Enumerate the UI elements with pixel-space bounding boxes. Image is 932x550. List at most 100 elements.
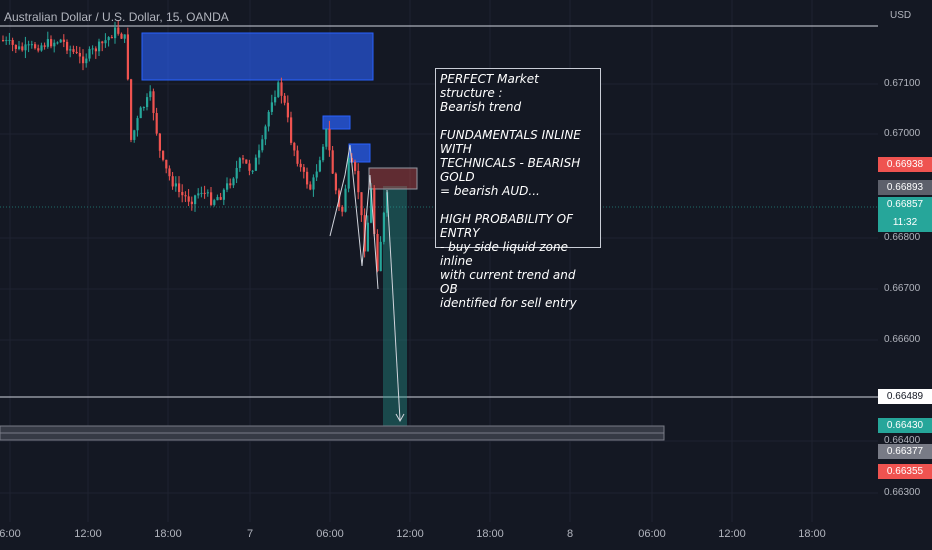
candle-body: [174, 183, 177, 187]
candle-body: [126, 34, 129, 80]
candle-body: [261, 139, 264, 151]
candle-body: [130, 79, 133, 140]
candle-body: [302, 167, 305, 172]
candle-body: [315, 171, 318, 178]
time-label: 8: [566, 528, 574, 540]
candle-body: [24, 44, 27, 51]
price-axis[interactable]: [878, 0, 932, 522]
order-block-small-1[interactable]: [322, 115, 351, 130]
price-label: 0.66300: [884, 487, 921, 498]
candle-body: [296, 150, 299, 164]
candle-body: [72, 49, 75, 52]
annotation-line: = bearish AUD...: [440, 184, 540, 198]
liquidity-zone-1[interactable]: [0, 425, 665, 434]
candle-body: [18, 46, 21, 49]
candle-body: [139, 107, 142, 119]
candle-body: [136, 118, 139, 131]
candle-body: [213, 200, 216, 205]
candle-body: [53, 42, 56, 47]
candle-body: [11, 39, 14, 45]
candle-body: [181, 191, 184, 196]
candle-body: [366, 222, 369, 252]
candles: [2, 20, 389, 273]
candle-body: [226, 183, 229, 190]
candle-body: [210, 192, 213, 205]
price-label: 0.67000: [884, 128, 921, 139]
candle-body: [197, 193, 200, 196]
candle-body: [94, 48, 97, 52]
price-tag-gray-2: 0.66377: [878, 444, 932, 459]
target-zone[interactable]: [383, 186, 407, 426]
order-block-large[interactable]: [141, 32, 374, 81]
candle-body: [178, 183, 181, 192]
candle-body: [347, 158, 350, 189]
price-label: 0.66700: [884, 283, 921, 294]
price-label: 0.67100: [884, 78, 921, 89]
candle-body: [56, 42, 59, 44]
time-label: 12:00: [718, 528, 746, 540]
annotation-line: Bearish trend: [440, 100, 522, 114]
candle-body: [354, 162, 357, 171]
candle-body: [379, 241, 382, 272]
annotation-line: - buy side liquid zone inline: [440, 240, 568, 268]
candle-body: [50, 39, 53, 47]
candle-body: [386, 192, 389, 213]
line-price-tag: 0.66489: [878, 389, 932, 404]
candle-body: [293, 142, 296, 151]
stop-zone[interactable]: [368, 167, 418, 190]
time-axis[interactable]: [0, 522, 932, 550]
candlestick-chart[interactable]: [0, 0, 878, 522]
candle-body: [280, 82, 283, 96]
candle-body: [331, 150, 334, 174]
price-tag-green: 0.66430: [878, 418, 932, 433]
candle-body: [66, 41, 69, 51]
liquidity-zone-2[interactable]: [0, 432, 665, 441]
candle-body: [235, 167, 238, 179]
time-label: 12:00: [74, 528, 102, 540]
candle-body: [251, 170, 254, 172]
candle-body: [232, 178, 235, 186]
time-label: 06:00: [638, 528, 666, 540]
candle-body: [75, 51, 78, 53]
candle-body: [114, 27, 117, 39]
time-label: 18:00: [154, 528, 182, 540]
candle-body: [85, 58, 88, 64]
chart-area[interactable]: Australian Dollar / U.S. Dollar, 15, OAN…: [0, 0, 878, 522]
candle-body: [312, 177, 315, 190]
candle-body: [254, 157, 257, 171]
candle-body: [43, 45, 46, 47]
price-label: 0.66400: [884, 435, 921, 446]
candle-body: [104, 40, 107, 44]
candle-body: [168, 168, 171, 177]
candle-body: [264, 126, 267, 140]
annotation-line: TECHNICALS - BEARISH GOLD: [440, 156, 581, 184]
price-tag-red-2: 0.66355: [878, 464, 932, 479]
candle-body: [360, 192, 363, 216]
candle-body: [8, 39, 11, 41]
candle-body: [5, 40, 8, 42]
candle-body: [187, 196, 190, 202]
annotation-textbox[interactable]: PERFECT Market structure : Bearish trend…: [435, 68, 601, 310]
arrow-head-icon: [395, 413, 405, 423]
candle-body: [46, 39, 49, 47]
candle-body: [165, 159, 168, 169]
time-label: 18:00: [476, 528, 504, 540]
price-tag-red: 0.66938: [878, 157, 932, 172]
candle-body: [341, 206, 344, 212]
candle-body: [123, 34, 126, 39]
currency-label[interactable]: USD: [890, 10, 912, 21]
structure-line[interactable]: [329, 144, 379, 290]
candle-body: [155, 112, 158, 134]
candle-body: [306, 171, 309, 185]
candle-body: [107, 37, 110, 41]
price-tag-gray: 0.66893: [878, 180, 932, 195]
candle-body: [267, 111, 270, 127]
candle-body: [62, 39, 65, 42]
trade-arrow[interactable]: [386, 189, 401, 421]
candle-body: [242, 158, 245, 160]
candle-body: [133, 130, 136, 140]
candle-body: [203, 192, 206, 194]
candle-body: [216, 197, 219, 201]
symbol-title[interactable]: Australian Dollar / U.S. Dollar, 15, OAN…: [4, 10, 229, 24]
candle-body: [21, 46, 24, 51]
